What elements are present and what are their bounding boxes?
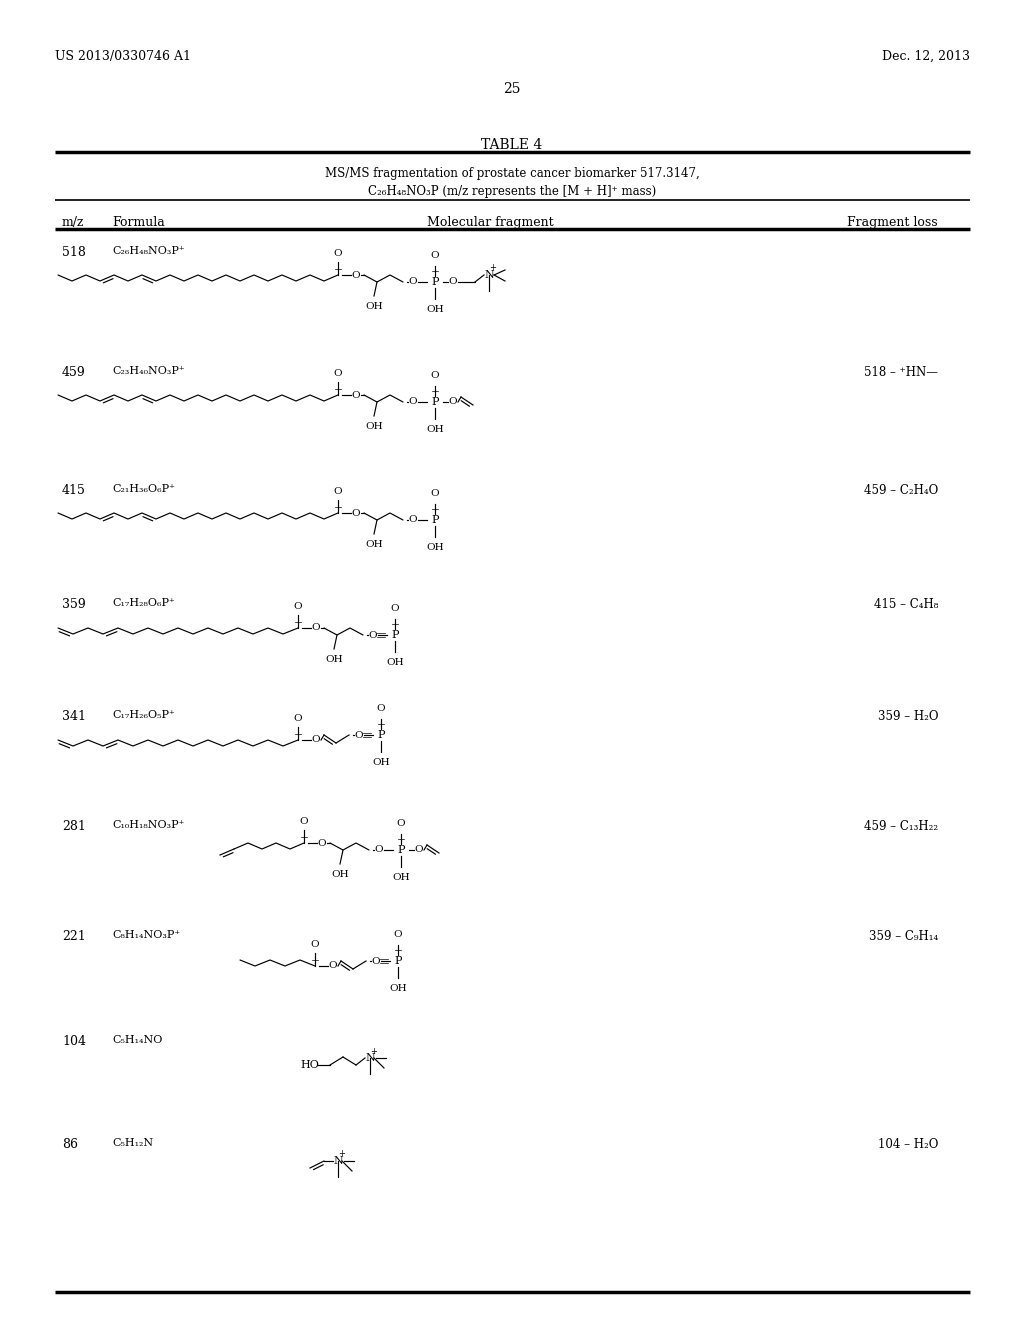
Text: 359 – H₂O: 359 – H₂O — [878, 710, 938, 723]
Text: m/z: m/z — [62, 216, 85, 228]
Text: N: N — [484, 271, 494, 280]
Text: C₂₃H₄₀NO₃P⁺: C₂₃H₄₀NO₃P⁺ — [112, 366, 184, 376]
Text: C₅H₁₄NO: C₅H₁₄NO — [112, 1035, 163, 1045]
Text: P: P — [431, 397, 438, 407]
Text: OH: OH — [372, 758, 390, 767]
Text: O: O — [351, 508, 360, 517]
Text: O: O — [431, 371, 439, 380]
Text: OH: OH — [366, 302, 383, 312]
Text: 86: 86 — [62, 1138, 78, 1151]
Text: 341: 341 — [62, 710, 86, 723]
Text: HO: HO — [301, 1060, 319, 1071]
Text: C₈H₁₄NO₃P⁺: C₈H₁₄NO₃P⁺ — [112, 931, 180, 940]
Text: 281: 281 — [62, 820, 86, 833]
Text: O: O — [449, 397, 458, 407]
Text: O: O — [409, 277, 418, 286]
Text: OH: OH — [389, 983, 407, 993]
Text: 359: 359 — [62, 598, 86, 611]
Text: C₅H₁₂N: C₅H₁₂N — [112, 1138, 154, 1148]
Text: 415: 415 — [62, 484, 86, 498]
Text: P: P — [377, 730, 385, 741]
Text: C₁₇H₂₆O₅P⁺: C₁₇H₂₆O₅P⁺ — [112, 710, 175, 719]
Text: C₂₁H₃₆O₆P⁺: C₂₁H₃₆O₆P⁺ — [112, 484, 175, 494]
Text: OH: OH — [426, 305, 443, 314]
Text: O: O — [300, 817, 308, 826]
Text: O: O — [311, 623, 321, 632]
Text: 104 – H₂O: 104 – H₂O — [878, 1138, 938, 1151]
Text: O: O — [334, 370, 342, 378]
Text: OH: OH — [331, 870, 349, 879]
Text: O: O — [334, 487, 342, 496]
Text: P: P — [391, 630, 398, 640]
Text: O: O — [375, 846, 383, 854]
Text: OH: OH — [366, 422, 383, 432]
Text: C₁₇H₂₈O₆P⁺: C₁₇H₂₈O₆P⁺ — [112, 598, 175, 609]
Text: P: P — [394, 956, 401, 966]
Text: P: P — [431, 277, 438, 286]
Text: O: O — [409, 516, 418, 524]
Text: OH: OH — [426, 425, 443, 434]
Text: O: O — [431, 251, 439, 260]
Text: P: P — [431, 515, 438, 525]
Text: N: N — [366, 1053, 375, 1063]
Text: O: O — [431, 488, 439, 498]
Text: O: O — [391, 605, 399, 612]
Text: C₂₆H₄₈NO₃P (m/z represents the [M + H]⁺ mass): C₂₆H₄₈NO₃P (m/z represents the [M + H]⁺ … — [368, 185, 656, 198]
Text: O: O — [310, 940, 319, 949]
Text: O: O — [393, 931, 402, 939]
Text: O: O — [334, 249, 342, 257]
Text: 459 – C₂H₄O: 459 – C₂H₄O — [864, 484, 938, 498]
Text: +: + — [339, 1150, 345, 1159]
Text: Fragment loss: Fragment loss — [848, 216, 938, 228]
Text: O: O — [351, 391, 360, 400]
Text: O: O — [369, 631, 377, 639]
Text: 415 – C₄H₈: 415 – C₄H₈ — [873, 598, 938, 611]
Text: C₁₀H₁₈NO₃P⁺: C₁₀H₁₈NO₃P⁺ — [112, 820, 184, 830]
Text: O: O — [354, 730, 364, 739]
Text: Molecular fragment: Molecular fragment — [427, 216, 553, 228]
Text: O: O — [372, 957, 380, 965]
Text: +: + — [489, 264, 497, 272]
Text: O: O — [396, 818, 406, 828]
Text: O: O — [294, 714, 302, 723]
Text: OH: OH — [426, 543, 443, 552]
Text: 359 – C₉H₁₄: 359 – C₉H₁₄ — [868, 931, 938, 942]
Text: OH: OH — [366, 540, 383, 549]
Text: 459: 459 — [62, 366, 86, 379]
Text: O: O — [377, 704, 385, 713]
Text: O: O — [311, 735, 321, 744]
Text: O: O — [329, 961, 337, 970]
Text: Formula: Formula — [112, 216, 165, 228]
Text: 104: 104 — [62, 1035, 86, 1048]
Text: O: O — [351, 271, 360, 280]
Text: O: O — [449, 277, 458, 286]
Text: OH: OH — [392, 873, 410, 882]
Text: O: O — [409, 397, 418, 407]
Text: MS/MS fragmentation of prostate cancer biomarker 517.3147,: MS/MS fragmentation of prostate cancer b… — [325, 168, 699, 180]
Text: 221: 221 — [62, 931, 86, 942]
Text: P: P — [397, 845, 404, 855]
Text: +: + — [371, 1047, 378, 1056]
Text: 518 – ⁺HN—: 518 – ⁺HN— — [864, 366, 938, 379]
Text: Dec. 12, 2013: Dec. 12, 2013 — [882, 50, 970, 63]
Text: O: O — [294, 602, 302, 611]
Text: N: N — [333, 1156, 343, 1166]
Text: C₂₆H₄₈NO₃P⁺: C₂₆H₄₈NO₃P⁺ — [112, 246, 184, 256]
Text: US 2013/0330746 A1: US 2013/0330746 A1 — [55, 50, 191, 63]
Text: 459 – C₁₃H₂₂: 459 – C₁₃H₂₂ — [864, 820, 938, 833]
Text: 25: 25 — [503, 82, 521, 96]
Text: OH: OH — [326, 655, 343, 664]
Text: 518: 518 — [62, 246, 86, 259]
Text: OH: OH — [386, 657, 403, 667]
Text: TABLE 4: TABLE 4 — [481, 139, 543, 152]
Text: O: O — [317, 838, 327, 847]
Text: O: O — [415, 846, 423, 854]
